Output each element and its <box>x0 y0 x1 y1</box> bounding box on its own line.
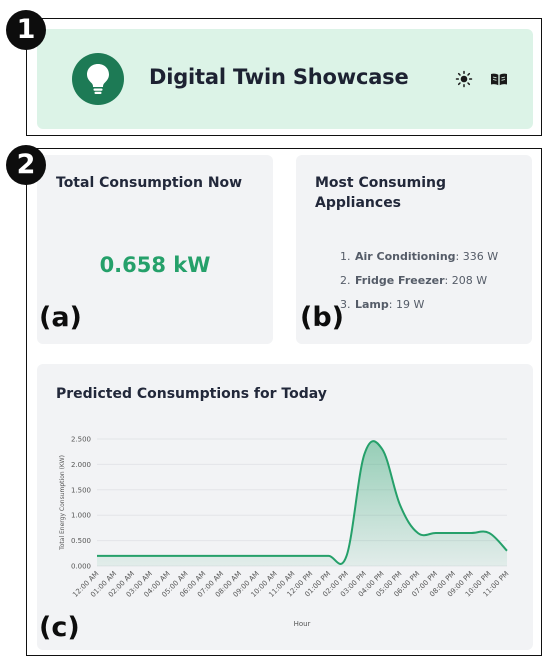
prediction-title: Predicted Consumptions for Today <box>56 386 327 402</box>
header-frame <box>26 18 542 136</box>
sun-icon[interactable] <box>454 69 474 89</box>
y-tick-label: 2.000 <box>71 461 91 469</box>
total-consumption-value: 0.658 kW <box>99 253 211 277</box>
panel-label-a: (a) <box>39 302 82 333</box>
y-axis-title: Total Energy Consumption (KW) <box>59 455 66 551</box>
content-frame <box>26 148 542 656</box>
series-area <box>97 441 507 566</box>
list-item: 1. Air Conditioning: 336 W <box>340 250 499 263</box>
marker-1: 1 <box>6 10 46 50</box>
panel-label-b: (b) <box>300 302 345 333</box>
app-header: Digital Twin Showcase <box>37 29 533 129</box>
book-icon[interactable] <box>489 69 509 89</box>
list-item: 2. Fridge Freezer: 208 W <box>340 274 488 287</box>
list-item: 3. Lamp: 19 W <box>340 298 425 311</box>
series-line <box>97 440 508 565</box>
x-axis-title: Hour <box>294 620 311 628</box>
appliances-title: Most Consuming Appliances <box>315 175 446 211</box>
y-tick-label: 0.000 <box>71 563 91 571</box>
prediction-card: Predicted Consumptions for Today 0.000 0.… <box>37 364 533 650</box>
panel-label-c: (c) <box>39 612 80 643</box>
y-tick-label: 1.500 <box>71 486 91 494</box>
total-consumption-title: Total Consumption Now <box>56 175 243 191</box>
y-tick-label: 1.000 <box>71 512 91 520</box>
marker-2: 2 <box>6 145 46 185</box>
app-title: Digital Twin Showcase <box>149 65 409 89</box>
y-tick-label: 0.500 <box>71 537 91 545</box>
total-consumption-card: Total Consumption Now 0.658 kW <box>37 155 273 344</box>
appliance-list: 1. Air Conditioning: 336 W 2. Fridge Freez… <box>340 249 498 321</box>
y-tick-label: 2.500 <box>71 436 91 444</box>
lightbulb-icon <box>72 53 124 105</box>
appliances-card: Most Consuming Appliances 1. Air Conditio… <box>296 155 532 344</box>
